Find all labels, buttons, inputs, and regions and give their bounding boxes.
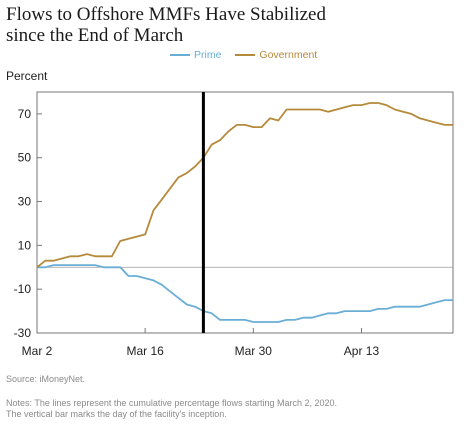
legend-label-government: Government [259, 49, 318, 61]
y-tick-label: 10 [18, 238, 32, 252]
chart-title-line1: Flows to Offshore MMFs Have Stabilized [6, 4, 326, 25]
legend-label-prime: Prime [194, 49, 222, 61]
y-tick-label: -30 [14, 326, 32, 340]
x-axis-ticks: Mar 2 Mar 16 Mar 30 Apr 13 [22, 328, 380, 358]
notes-line1: Notes: The lines represent the cumulativ… [6, 398, 338, 408]
source-note: Source: iMoneyNet. [6, 374, 86, 384]
chart-title: Flows to Offshore MMFs Have Stabilized s… [6, 4, 446, 46]
legend-item-government: Government [235, 49, 317, 61]
legend-swatch-government [235, 54, 256, 56]
x-tick-label: Mar 2 [22, 344, 53, 358]
notes-line2: The vertical bar marks the day of the fa… [6, 409, 227, 419]
chart-title-line2: since the End of March [6, 25, 184, 46]
x-tick-label: Mar 30 [235, 344, 273, 358]
series-lines [36, 102, 453, 323]
x-tick-label: Apr 13 [344, 344, 380, 358]
legend: Prime Government [170, 49, 317, 61]
y-tick-label: 30 [18, 195, 32, 209]
y-tick-label: 70 [18, 107, 32, 121]
y-axis-ticks: -30 -10 10 30 50 70 [14, 107, 42, 340]
y-tick-label: -10 [14, 282, 32, 296]
notes: Notes: The lines represent the cumulativ… [6, 398, 456, 420]
plot-frame [36, 91, 454, 334]
series-line-prime [37, 264, 453, 323]
legend-item-prime: Prime [170, 49, 221, 61]
y-tick-label: 50 [18, 151, 32, 165]
legend-swatch-prime [170, 54, 190, 56]
series-line-government [36, 102, 453, 269]
y-axis-label: Percent [6, 69, 48, 83]
x-tick-label: Mar 16 [126, 344, 164, 358]
